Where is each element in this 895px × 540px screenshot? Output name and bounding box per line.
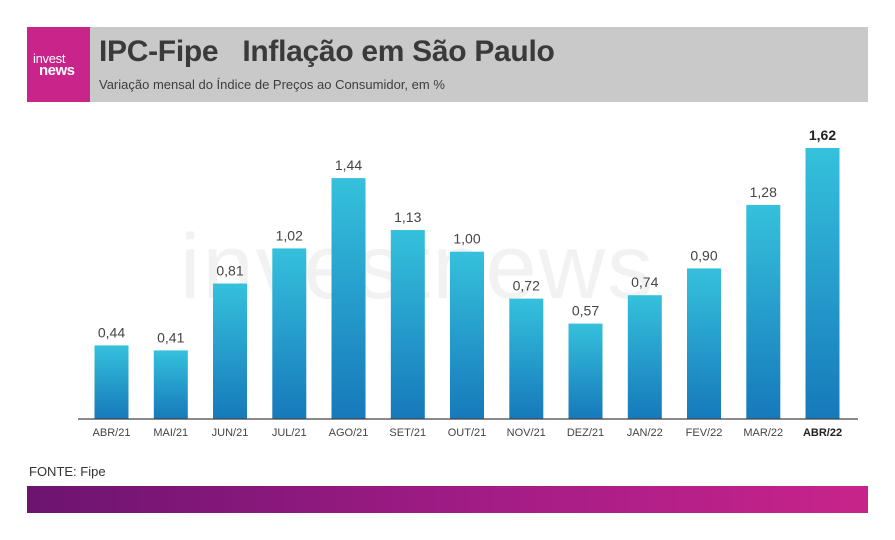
logo-text-news: news (39, 62, 75, 79)
category-tick-label: FEV/22 (686, 427, 723, 439)
value-label: 0,74 (631, 274, 658, 290)
value-label: 0,72 (513, 278, 540, 294)
chart-title: IPC-Fipe Inflação em São Paulo (99, 35, 555, 68)
bar-mai-21 (153, 350, 188, 419)
category-tick-label: NOV/21 (507, 427, 546, 439)
source-note: FONTE: Fipe (29, 464, 106, 479)
value-label: 0,57 (572, 303, 599, 319)
category-tick-label: SET/21 (389, 427, 426, 439)
category-tick-label: AGO/21 (329, 427, 369, 439)
logo-text-invest: invest (33, 51, 66, 66)
category-tick-label: DEZ/21 (567, 427, 604, 439)
value-label: 0,41 (157, 329, 184, 345)
value-label: 1,62 (809, 127, 836, 143)
bars-group: 0,44 ABR/21 0,41 MAI/21 0,81 JUN/21 1,02 JUL/21… (93, 127, 843, 439)
value-label: 1,02 (276, 227, 303, 243)
chart-header: invest news IPC-Fipe Inflação em São Pau… (27, 27, 868, 102)
value-label: 0,90 (690, 247, 717, 263)
bar-mar-22 (746, 204, 781, 419)
footer-gradient-bar (27, 486, 868, 513)
category-tick-label: ABR/21 (93, 427, 131, 439)
bar-abr-21 (94, 345, 129, 419)
category-tick-label: JUL/21 (272, 427, 307, 439)
bar-dez-21 (568, 323, 603, 419)
investnews-logo: invest news (27, 27, 90, 102)
category-tick-label: ABR/22 (803, 427, 842, 439)
value-label: 1,00 (453, 231, 480, 247)
bar-ago-21 (331, 178, 366, 419)
bar-jan-22 (627, 295, 662, 419)
category-tick-label: JAN/22 (627, 427, 663, 439)
category-tick-label: JUN/21 (212, 427, 249, 439)
bar-out-21 (450, 251, 484, 419)
value-label: 1,13 (394, 209, 421, 225)
bar-jul-21 (272, 248, 307, 419)
value-label: 0,44 (98, 324, 125, 340)
chart-subtitle: Variação mensal do Índice de Preços ao C… (99, 77, 445, 92)
bar-abr-22 (805, 148, 840, 419)
value-label: 1,28 (750, 184, 777, 200)
category-tick-label: MAI/21 (153, 427, 188, 439)
value-label: 1,44 (335, 157, 362, 173)
value-label: 0,81 (216, 263, 243, 279)
bar-jun-21 (213, 283, 247, 419)
bar-fev-22 (687, 268, 721, 419)
bar-set-21 (390, 230, 425, 419)
category-tick-label: MAR/22 (743, 427, 783, 439)
bar-nov-21 (509, 298, 544, 419)
category-tick-label: OUT/21 (448, 427, 487, 439)
